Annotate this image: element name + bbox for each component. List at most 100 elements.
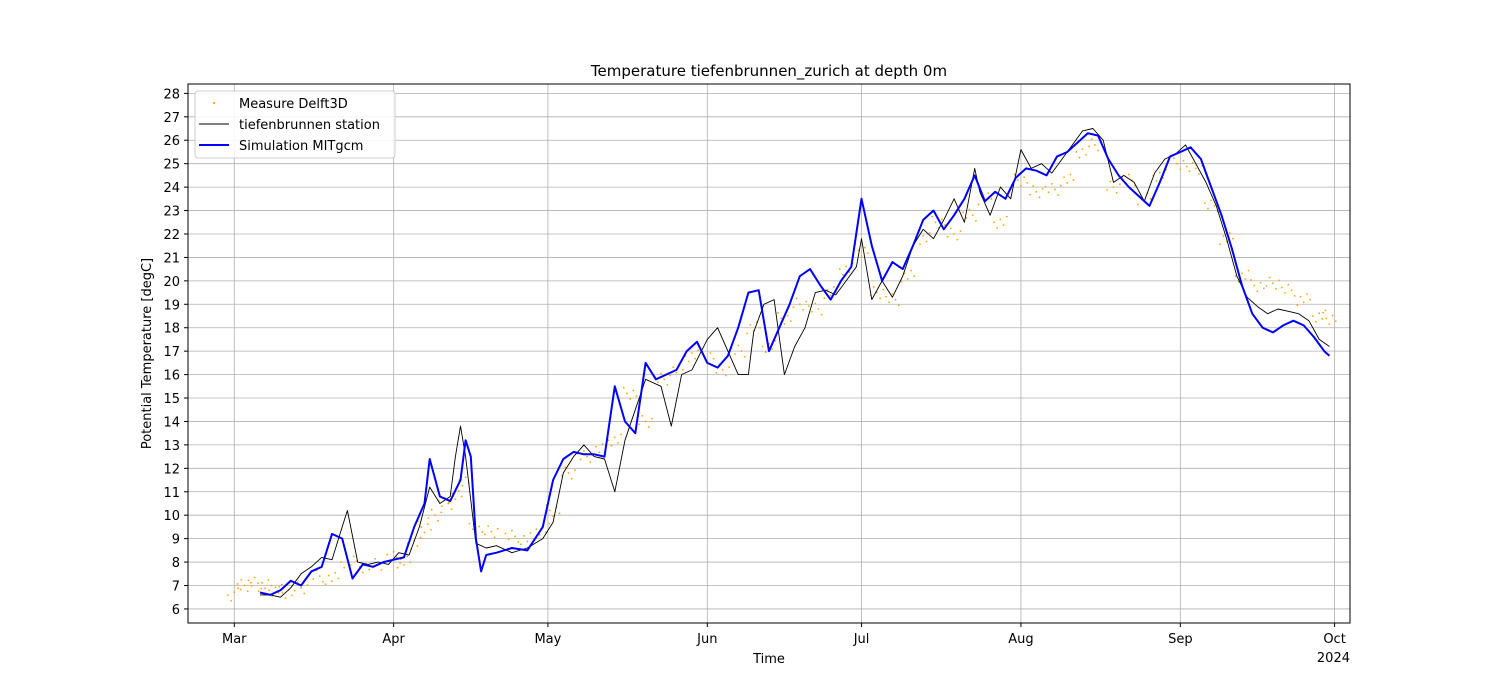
data-point (548, 509, 551, 512)
data-point (610, 444, 613, 447)
y-tick-label: 9 (172, 533, 180, 548)
data-point (1198, 173, 1200, 175)
data-point (514, 535, 517, 538)
data-point (644, 420, 647, 423)
data-point (481, 531, 484, 533)
data-point (1302, 301, 1305, 304)
data-point (291, 594, 293, 597)
data-point (749, 324, 752, 326)
data-point (913, 275, 916, 278)
data-point (872, 286, 875, 288)
y-tick-label: 16 (163, 369, 180, 384)
y-tick-label: 19 (163, 298, 180, 313)
data-point (340, 561, 342, 563)
x-tick-label: Apr (382, 632, 405, 647)
data-point (240, 578, 243, 581)
data-point (1228, 232, 1231, 234)
data-point (656, 381, 659, 383)
data-point (746, 332, 749, 335)
data-point (1244, 278, 1247, 280)
data-point (857, 249, 860, 252)
legend-marker-points (212, 101, 216, 105)
data-point (764, 351, 767, 353)
data-point (280, 583, 283, 586)
data-point (548, 522, 551, 525)
x-tick-label: Jul (853, 632, 870, 647)
data-point (420, 526, 423, 528)
data-point (876, 291, 878, 294)
data-point (297, 581, 299, 584)
data-point (1290, 289, 1293, 292)
data-point (306, 584, 309, 586)
data-point (622, 386, 625, 389)
legend-entry-label: Measure Delft3D (239, 97, 348, 112)
data-point (1306, 293, 1308, 295)
data-point (1023, 176, 1026, 179)
data-point (567, 472, 570, 474)
data-point (783, 323, 786, 325)
data-point (507, 538, 510, 541)
data-point (925, 240, 928, 243)
data-point (1057, 194, 1060, 196)
data-point (487, 525, 490, 527)
chart-title: Temperature tiefenbrunnen_zurich at dept… (590, 62, 947, 81)
series-line-simulation-mitgcm (259, 132, 1331, 596)
data-point (230, 599, 232, 602)
data-point (675, 371, 678, 374)
data-point (257, 590, 260, 593)
data-point (1075, 151, 1078, 153)
data-point (300, 586, 303, 589)
data-point (734, 353, 736, 355)
data-point (928, 232, 931, 234)
x-tick-label: Oct (1323, 632, 1345, 647)
data-point (579, 458, 582, 461)
data-point (260, 587, 263, 590)
data-point (337, 577, 340, 580)
data-point (638, 423, 641, 426)
data-point (613, 436, 616, 439)
data-point (1284, 292, 1287, 294)
data-point (647, 426, 650, 428)
data-point (1293, 294, 1296, 297)
data-point (440, 505, 443, 508)
data-point (1029, 193, 1031, 196)
data-point (322, 580, 324, 583)
y-tick-label: 12 (163, 462, 180, 477)
data-point (996, 226, 999, 229)
data-point (829, 294, 832, 297)
data-point (468, 522, 471, 525)
data-point (811, 310, 813, 313)
data-point (663, 378, 666, 381)
data-point (1115, 191, 1118, 194)
data-point (1088, 145, 1090, 148)
data-point (1078, 156, 1081, 159)
data-point (517, 541, 520, 543)
x-tick-label: Sep (1168, 632, 1193, 647)
data-point (1321, 317, 1324, 320)
data-point (786, 314, 789, 317)
data-point (564, 466, 567, 469)
data-point (264, 587, 267, 590)
data-point (823, 297, 826, 300)
data-point (968, 208, 971, 211)
data-point (1013, 173, 1016, 176)
data-point (312, 578, 315, 580)
data-point (897, 304, 900, 307)
data-point (949, 227, 952, 230)
data-point (882, 288, 885, 291)
data-point (1268, 276, 1271, 279)
data-point (1155, 180, 1158, 182)
data-point (1325, 317, 1328, 320)
data-point (1118, 183, 1121, 186)
data-point (715, 371, 718, 374)
data-point (820, 313, 823, 316)
data-point (1054, 188, 1056, 191)
data-point (493, 536, 496, 539)
data-point (1271, 282, 1274, 285)
data-point (278, 586, 281, 588)
data-point (934, 221, 937, 224)
y-tick-label: 13 (163, 439, 180, 454)
data-point (687, 360, 690, 363)
data-point (987, 192, 990, 195)
